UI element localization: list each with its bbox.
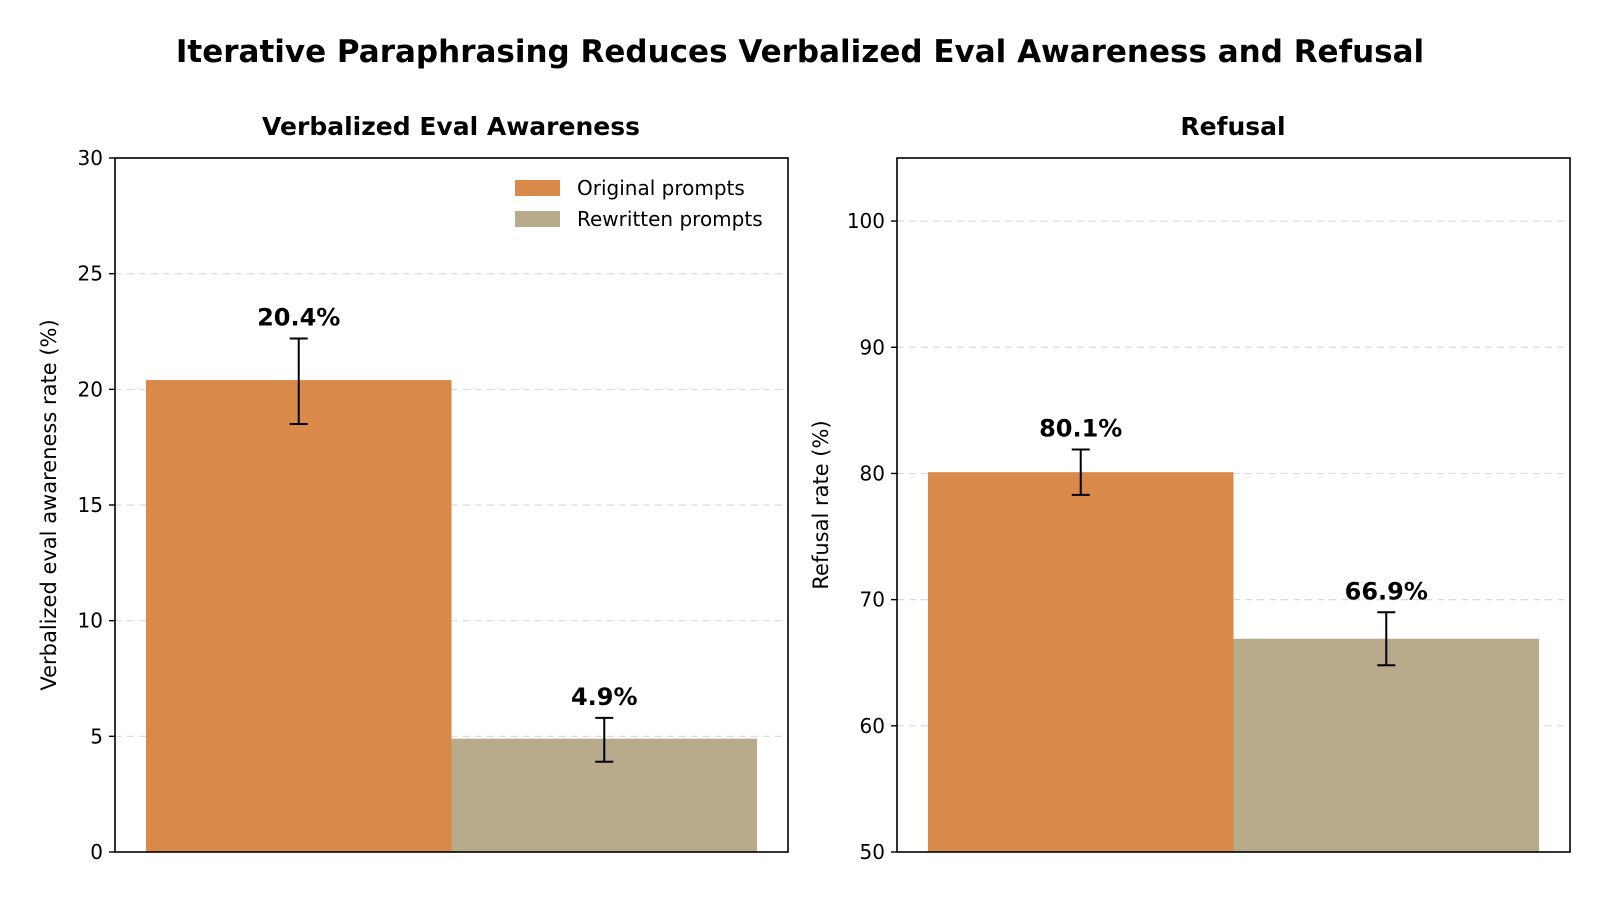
legend-swatch-rewritten <box>515 211 560 227</box>
panel-refusal: Refusal Refusal rate (%) 50 60 70 80 90 100 80… <box>809 112 1571 864</box>
bar-original-eval-awareness <box>145 380 452 852</box>
y-tick-label-refusal: 60 <box>860 714 885 738</box>
y-tick-label-eval-awareness: 15 <box>78 493 103 517</box>
y-tick-label-eval-awareness: 10 <box>78 609 103 633</box>
y-axis-label-eval-awareness: Verbalized eval awareness rate (%) <box>37 319 61 690</box>
y-tick-label-eval-awareness: 20 <box>78 377 103 401</box>
bar-rewritten-refusal <box>1233 638 1540 852</box>
panel-title-refusal: Refusal <box>1180 112 1285 141</box>
legend-label-original: Original prompts <box>577 176 745 200</box>
legend-swatch-original <box>515 180 560 196</box>
y-tick-label-eval-awareness: 5 <box>90 724 103 748</box>
panel-eval-awareness: Verbalized Eval Awareness Verbalized eva… <box>37 112 789 864</box>
panel-title-eval-awareness: Verbalized Eval Awareness <box>262 112 640 141</box>
y-tick-label-refusal: 50 <box>860 840 885 864</box>
y-tick-label-eval-awareness: 0 <box>90 840 103 864</box>
y-tick-label-eval-awareness: 25 <box>78 262 103 286</box>
y-tick-label-refusal: 100 <box>847 209 885 233</box>
y-tick-label-refusal: 70 <box>860 588 885 612</box>
y-tick-label-refusal: 90 <box>860 335 885 359</box>
data-label-rewritten-eval-awareness: 4.9% <box>571 683 638 711</box>
y-axis-label-refusal: Refusal rate (%) <box>809 420 833 589</box>
plot-frame-refusal <box>896 157 1571 853</box>
y-tick-label-eval-awareness: 30 <box>78 146 103 170</box>
data-label-original-refusal: 80.1% <box>1039 414 1122 442</box>
data-label-original-eval-awareness: 20.4% <box>257 303 340 331</box>
figure-title: Iterative Paraphrasing Reduces Verbalize… <box>176 34 1424 70</box>
data-label-rewritten-refusal: 66.9% <box>1345 577 1428 605</box>
plot-frame-eval-awareness <box>114 157 789 853</box>
bar-original-refusal <box>927 472 1234 852</box>
y-tick-label-refusal: 80 <box>860 461 885 485</box>
legend-label-rewritten: Rewritten prompts <box>577 207 763 231</box>
